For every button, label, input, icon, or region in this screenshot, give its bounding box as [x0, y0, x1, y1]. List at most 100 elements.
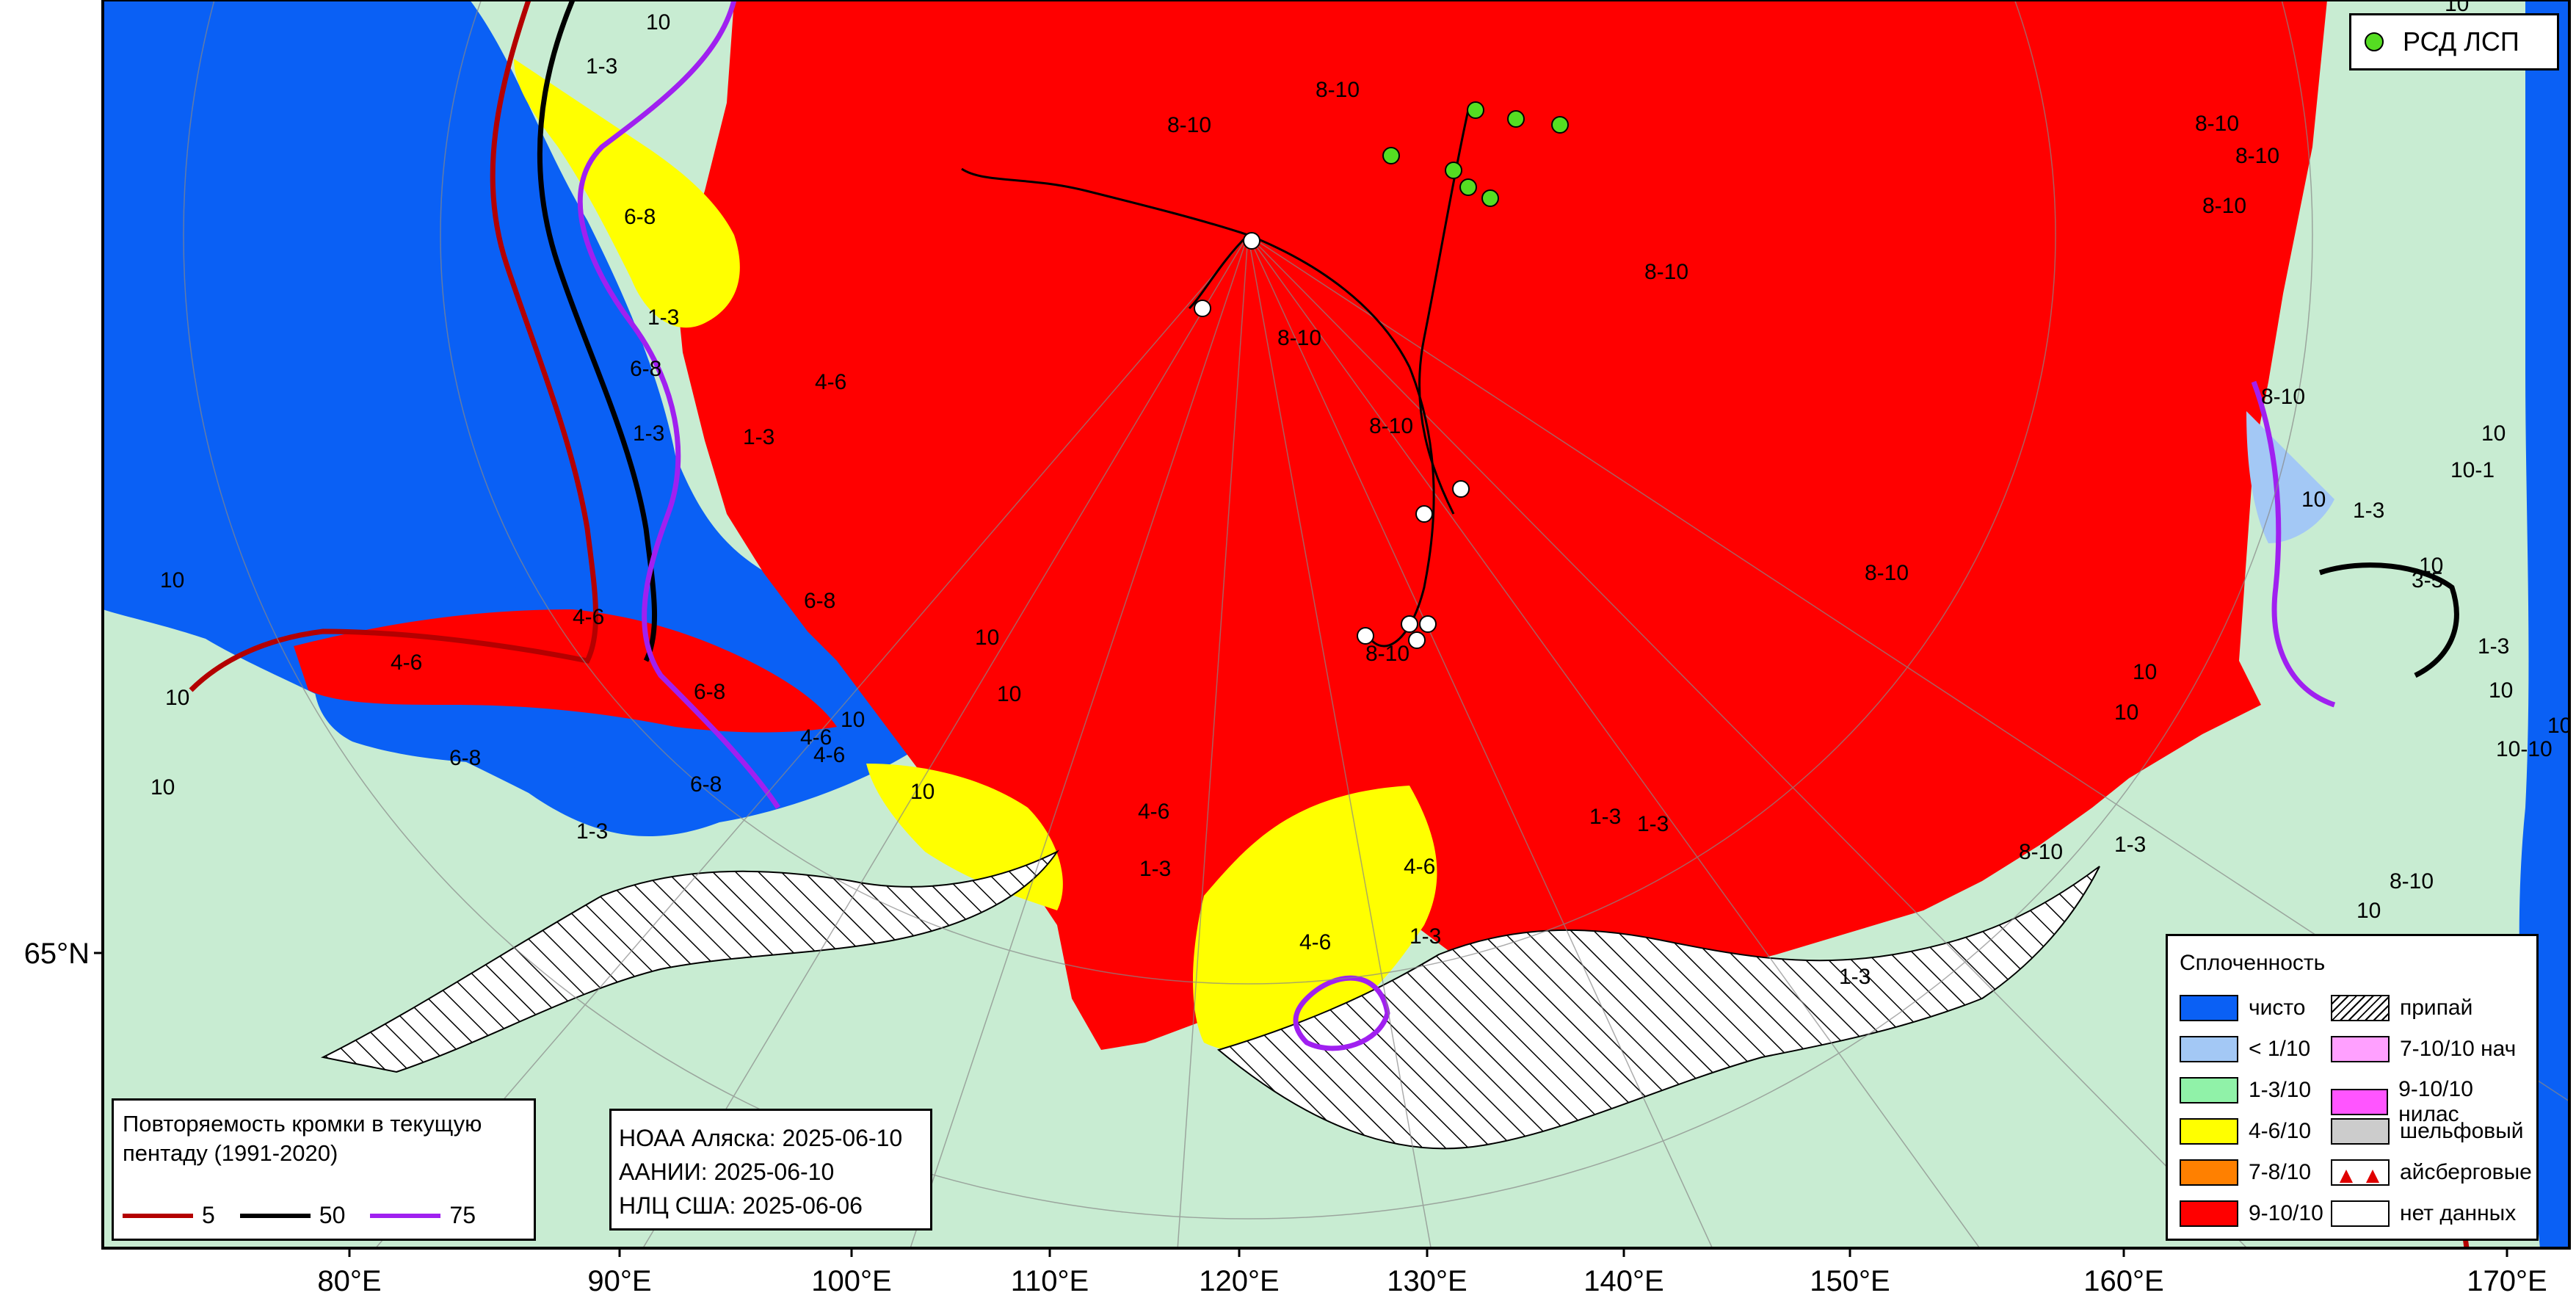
ice-concentration-label: 10-11 [2547, 714, 2576, 738]
map-frame [101, 0, 2571, 1250]
ice-concentration-label: 10 [2357, 899, 2381, 923]
edge-line-50 [537, 0, 658, 662]
lat-axis: 65°N [24, 938, 103, 970]
edge-line-75-east [2251, 380, 2336, 708]
ice-concentration-label: 3-5 [2412, 568, 2443, 592]
ice-concentration-label: 8-10 [2390, 869, 2434, 894]
legend-nilas: 9-10/10 нилас [2398, 1077, 2473, 1126]
green-circle-icon [2365, 32, 2384, 51]
ice-concentration-label: 10 [841, 708, 865, 732]
legend-shelf: шельфовый [2400, 1119, 2524, 1143]
lat-tick-65: 65°N [24, 938, 90, 970]
edge-75-swatch [370, 1213, 441, 1218]
legend-fast-ice: припай [2400, 996, 2473, 1020]
ice-concentration-label: 1-3 [633, 421, 664, 446]
legend-13: 1-3/10 [2249, 1078, 2312, 1102]
iceberg-icon [2331, 1159, 2390, 1186]
ice-concentration-label: 8-10 [1644, 260, 1688, 284]
ice-concentration-label: 10 [2133, 660, 2157, 684]
edge-5-swatch [123, 1213, 193, 1218]
source-aari: ААНИИ: 2025-06-10 [619, 1159, 835, 1185]
ice-concentration-label: 4-6 [391, 650, 422, 675]
ice-high-kara [294, 609, 837, 733]
ice-concentration-label: 10 [2419, 554, 2443, 578]
ice-concentration-label: 8-10 [2019, 840, 2063, 864]
ice-concentration-label: 8-10 [2195, 112, 2239, 136]
ice-concentration-label: 4-6 [1299, 930, 1331, 954]
ice-concentration-label: 1-3 [2114, 833, 2146, 857]
station-markers [1194, 101, 1569, 649]
lon-tick-160: 160°E [2083, 1265, 2163, 1297]
ice-concentration-label: 6-8 [690, 772, 722, 797]
swatch-new-ice [2331, 1036, 2390, 1062]
swatch-46 [2180, 1118, 2238, 1145]
ice-concentration-label: 4-6 [815, 370, 846, 394]
station-legend-label: РСД ЛСП [2403, 26, 2519, 57]
lon-axis: 80°E 90°E 100°E 110°E 120°E 130°E 140°E … [317, 1248, 2547, 1297]
lon-tick-100: 100°E [811, 1265, 891, 1297]
lon-tick-120: 120°E [1199, 1265, 1279, 1297]
ice-concentration-label: 10 [160, 568, 184, 592]
edge-line-50-east [2318, 562, 2459, 678]
legend-new-ice: 7-10/10 нач [2400, 1037, 2517, 1061]
lon-tick-110: 110°E [1011, 1265, 1089, 1297]
ice-concentration-label: 1-3 [1589, 805, 1621, 829]
ice-concentration-label: 1-3 [2478, 634, 2509, 659]
ice-concentration-label: 8-10 [1277, 326, 1321, 350]
concentration-legend-title: Сплоченность [2180, 951, 2326, 975]
edge-50-label: 50 [319, 1202, 346, 1228]
ice-concentration-label: 6-8 [449, 746, 481, 770]
open-water-west [103, 0, 954, 837]
edge-5-label: 5 [202, 1202, 215, 1228]
source-nic: НЛЦ США: 2025-06-06 [619, 1192, 863, 1219]
swatch-13 [2180, 1077, 2238, 1104]
ice-concentration-label: 10 [165, 686, 189, 710]
swatch-910 [2180, 1200, 2238, 1227]
swatch-lt1 [2180, 1036, 2238, 1062]
ice-mid-west [514, 59, 740, 328]
legend-46: 4-6/10 [2249, 1119, 2312, 1143]
ice-concentration-label: 10 [997, 682, 1021, 706]
ice-concentration-label: 10 [150, 775, 175, 800]
edge-line-75 [577, 0, 780, 809]
edge-75-label: 75 [449, 1202, 476, 1228]
ice-concentration-label: 1-3 [1839, 965, 1871, 989]
ice-concentration-label: 8-10 [1369, 414, 1413, 438]
ice-concentration-label: 8-10 [1167, 113, 1211, 137]
ice-concentration-label: 1-3 [576, 819, 608, 844]
lon-tick-90: 90°E [587, 1265, 651, 1297]
ice-concentration-label: 6-8 [804, 589, 835, 613]
graticule [183, 0, 2569, 1248]
ice-concentration-label: 8-10 [2202, 194, 2246, 218]
ice-concentration-label: 10-10 [2496, 737, 2553, 761]
swatch-clear [2180, 995, 2238, 1021]
ice-concentration-label: 1-3 [1637, 812, 1669, 836]
ice-concentration-label: 10 [2301, 488, 2326, 512]
frequency-legend: Повторяемость кромки в текущую пентаду (… [112, 1098, 536, 1241]
frequency-legend-title-1: Повторяемость кромки в текущую [123, 1111, 482, 1137]
lon-tick-140: 140°E [1583, 1265, 1663, 1297]
ice-concentration-label: 10 [910, 780, 935, 804]
ice-concentration-label: 1-3 [2353, 499, 2384, 523]
ice-high-concentration [675, 0, 2327, 1050]
ice-concentration-label: 8-10 [1865, 561, 1909, 585]
ice-concentration-label: 1-3 [586, 54, 617, 79]
legend-lt1: < 1/10 [2249, 1037, 2311, 1061]
legend-clear: чисто [2249, 996, 2306, 1020]
ice-concentration-label: 8-10 [1365, 642, 1409, 666]
lon-tick-80: 80°E [317, 1265, 381, 1297]
swatch-shelf [2331, 1118, 2390, 1145]
ice-concentration-label: 4-6 [1404, 855, 1435, 879]
legend-78: 7-8/10 [2249, 1160, 2312, 1184]
swatch-nilas [2331, 1089, 2389, 1115]
edge-line-5 [189, 0, 599, 692]
ice-concentration-label: 10 [975, 626, 999, 650]
ice-concentration-label: 1-3 [1139, 857, 1171, 881]
fast-ice-west [320, 849, 1059, 1073]
legend-iceberg: айсберговые [2400, 1160, 2532, 1184]
frequency-legend-title-2: пентаду (1991-2020) [123, 1140, 338, 1166]
ice-concentration-label: 4-6 [573, 605, 604, 629]
ice-concentration-label: 8-10 [2235, 144, 2279, 168]
legend-no-data: нет данных [2400, 1201, 2517, 1225]
source-noaa: НОАА Аляска: 2025-06-10 [619, 1125, 903, 1151]
